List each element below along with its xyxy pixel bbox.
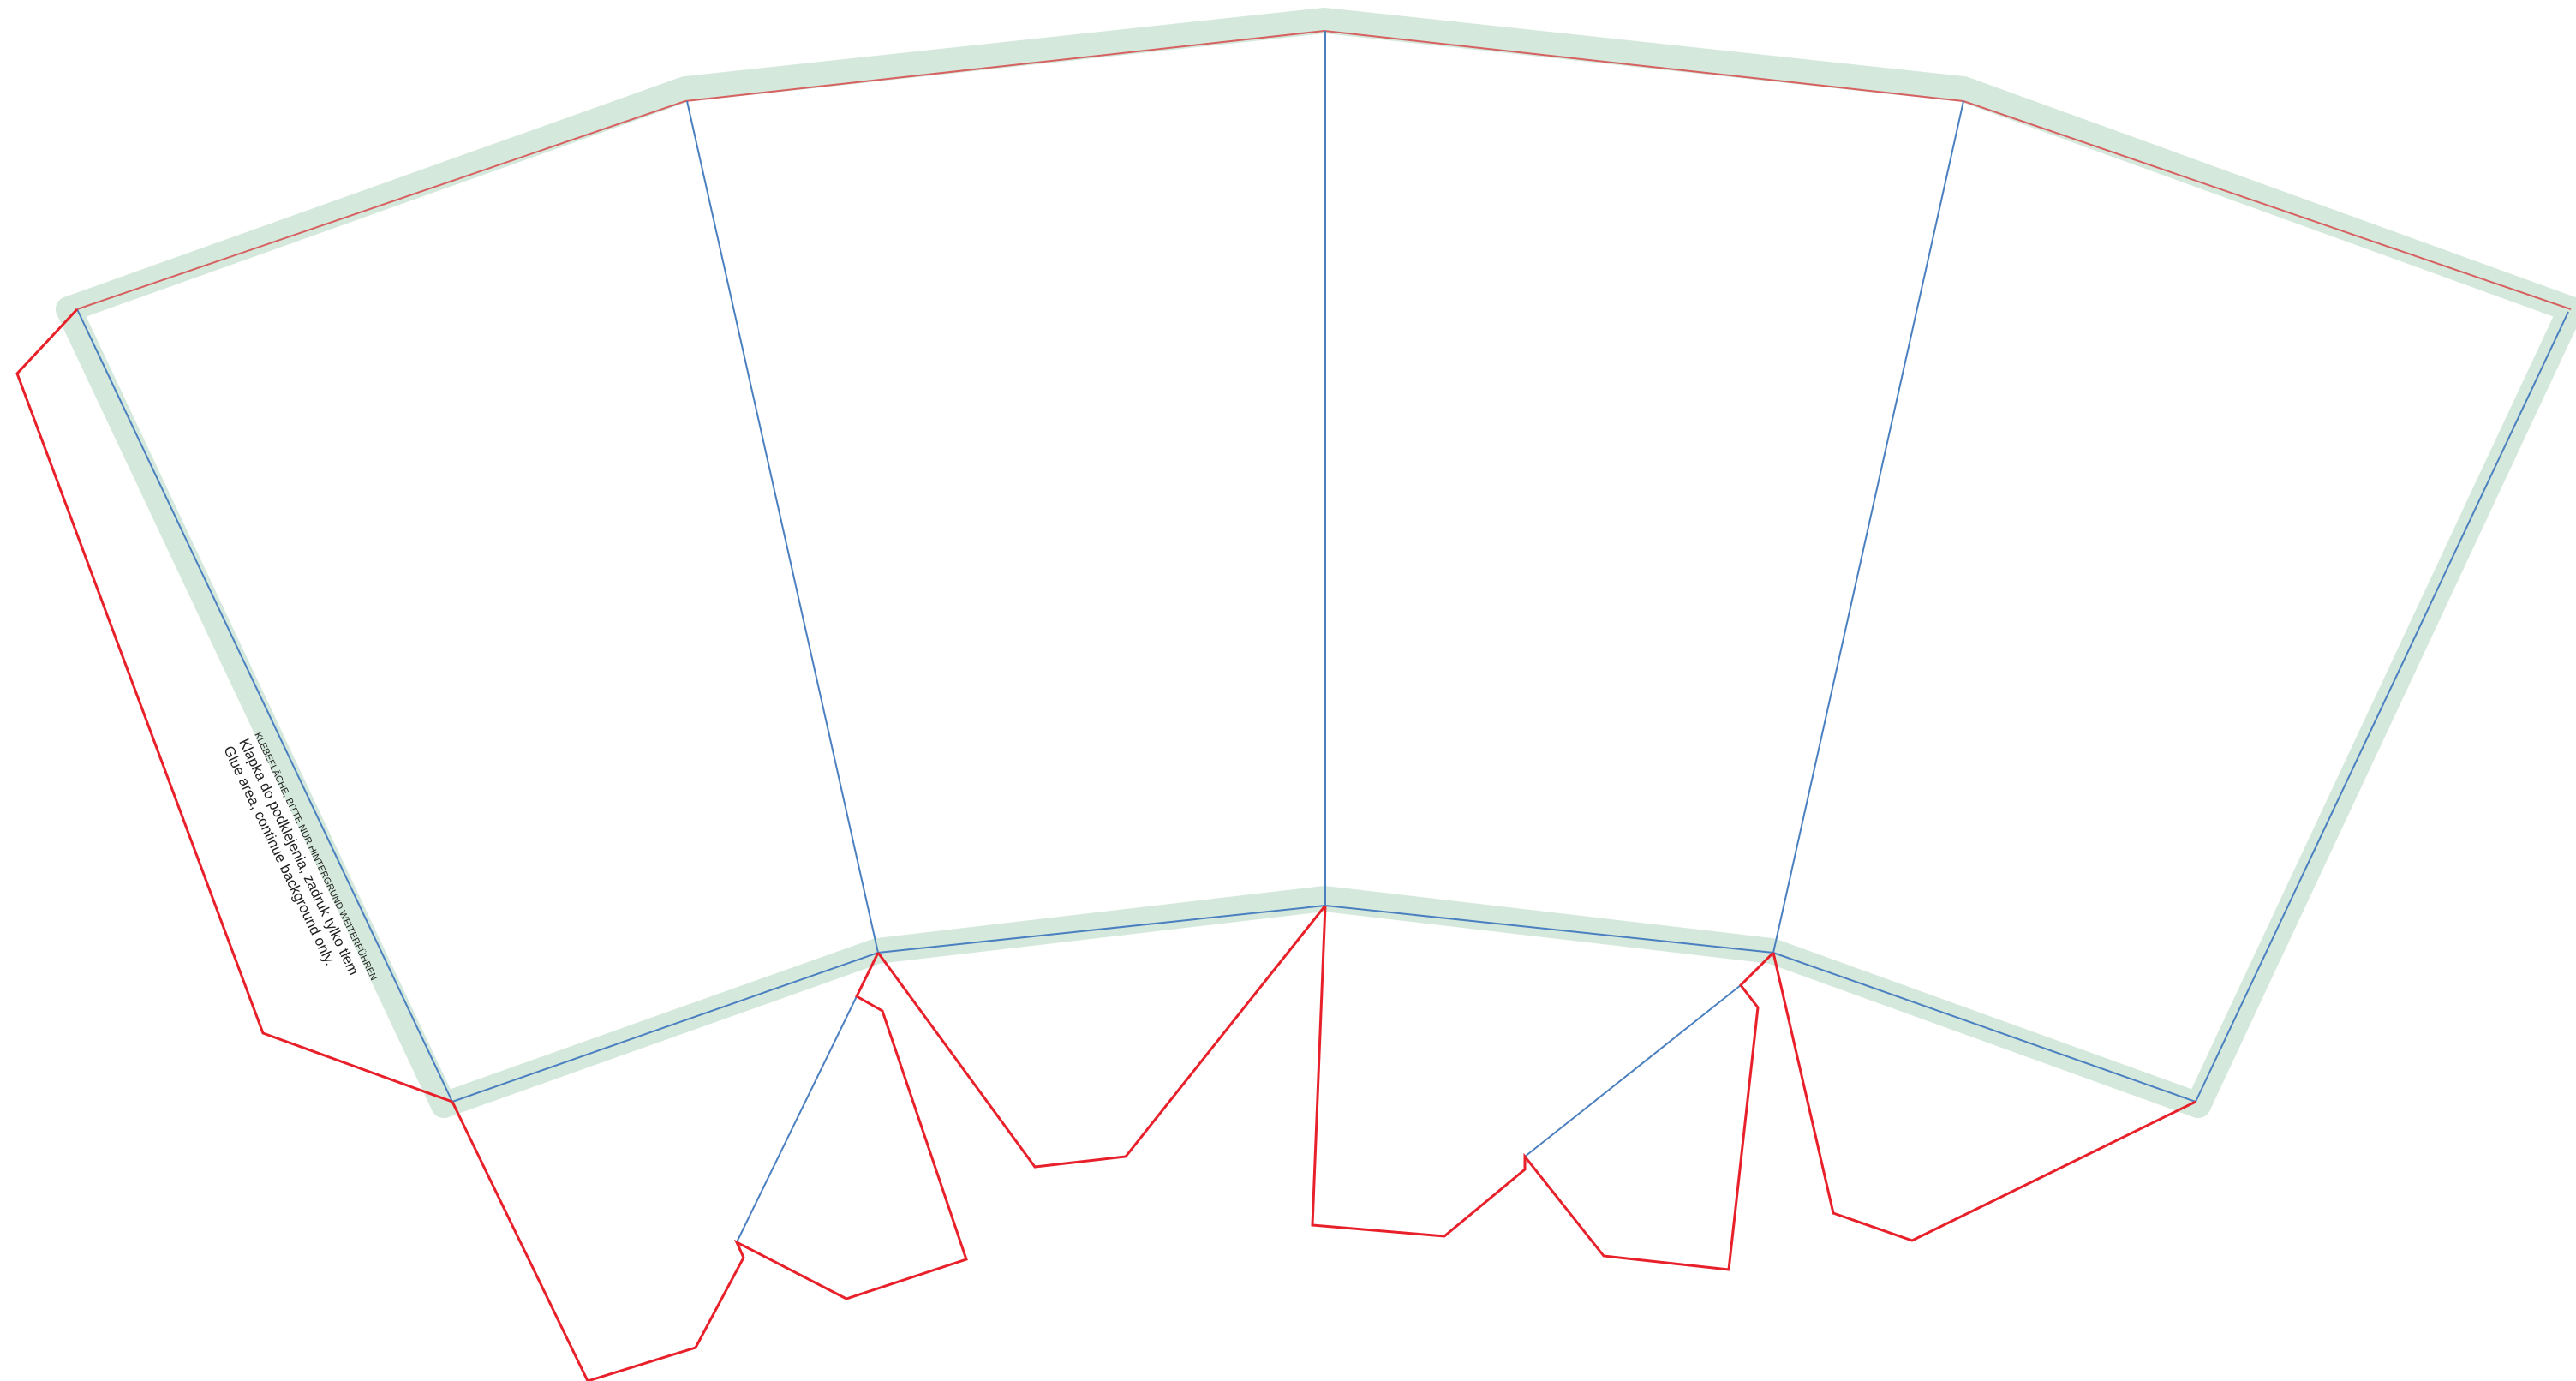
bottom-flap-2-cut xyxy=(876,905,1327,1169)
bleed-top-edge xyxy=(56,8,2576,322)
fold-lines xyxy=(76,31,2569,1243)
bottom-flap-3-cut xyxy=(1311,905,1775,1271)
bottom-flap-1-cut xyxy=(451,952,968,1381)
fold-line-panel-3-4 xyxy=(1772,100,1964,954)
bleed-left-edge xyxy=(56,296,457,1118)
fold-line-bottom-tab-right xyxy=(1524,984,1742,1157)
cut-lines xyxy=(15,308,2196,1381)
bleed-right-edge xyxy=(2185,296,2576,1118)
fold-line-bottom-tab-left xyxy=(736,995,858,1243)
bottom-flap-4-cut xyxy=(1772,952,2196,1242)
fold-line-panel-1-2 xyxy=(686,100,879,954)
fold-line-right-edge xyxy=(2195,311,2569,1103)
glue-flap-cut xyxy=(15,308,453,1103)
fold-line-glue-flap xyxy=(76,308,453,1103)
